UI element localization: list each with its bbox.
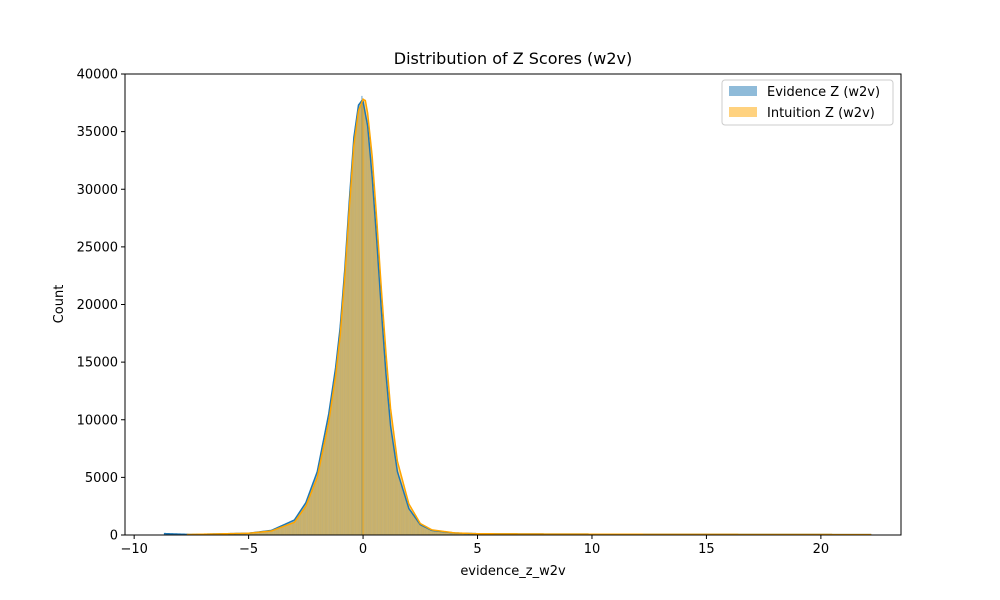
histogram-bar: [365, 104, 366, 535]
x-tick-label: 0: [359, 542, 367, 557]
histogram-bar: [294, 522, 295, 535]
histogram-bar: [305, 507, 306, 535]
histogram-bar: [309, 496, 310, 535]
x-tick-label: 15: [698, 542, 715, 557]
legend-swatch-evidence: [729, 86, 757, 96]
histogram-bar: [341, 321, 342, 535]
histogram-bar: [378, 245, 379, 535]
histogram-bar: [335, 374, 336, 535]
histogram-bar: [331, 402, 332, 535]
histogram-bar: [343, 287, 344, 535]
histogram-bar: [364, 100, 365, 535]
y-tick-label: 10000: [77, 413, 118, 428]
x-tick-label: 10: [584, 542, 601, 557]
legend-label-intuition: Intuition Z (w2v): [767, 106, 875, 121]
chart-title: Distribution of Z Scores (w2v): [394, 49, 632, 68]
histogram-bar: [360, 106, 361, 535]
histogram-bar: [316, 479, 317, 535]
histogram-bar: [369, 137, 370, 535]
y-tick-label: 35000: [77, 125, 118, 140]
histogram-bar: [324, 441, 325, 535]
histogram-bar: [279, 528, 280, 535]
legend-label-evidence: Evidence Z (w2v): [767, 85, 880, 100]
histogram-bar: [372, 166, 373, 535]
y-axis-label: Count: [52, 285, 67, 324]
histogram-bar: [339, 338, 340, 535]
histogram-bar: [302, 510, 303, 535]
histogram-bar: [345, 268, 346, 535]
histogram-bar: [367, 112, 368, 535]
histogram-bar: [320, 461, 321, 535]
histogram-bar: [371, 150, 372, 535]
histogram-bar: [301, 512, 302, 535]
histogram-bar: [286, 525, 287, 535]
histogram-bar: [310, 493, 311, 535]
histogram-bar: [332, 393, 333, 535]
y-tick-label: 40000: [77, 68, 118, 83]
histogram-bar: [348, 226, 349, 535]
histogram-bar: [334, 384, 335, 535]
histogram-bar: [330, 411, 331, 535]
histogram-bar: [306, 503, 307, 535]
histogram-bar: [374, 186, 375, 536]
histogram-bar: [282, 527, 283, 535]
histogram-bar: [358, 109, 359, 535]
histogram-bar: [327, 428, 328, 535]
histogram-bar: [298, 516, 299, 535]
histogram-bar: [304, 508, 305, 535]
histogram-bar: [280, 527, 281, 535]
histogram-bar: [288, 524, 289, 535]
y-tick-label: 20000: [77, 298, 118, 313]
histogram-bar: [283, 526, 284, 535]
histogram-bar: [290, 524, 291, 535]
histogram-bar: [326, 434, 327, 535]
legend-swatch-intuition: [729, 107, 757, 117]
histogram-peak-bar: [362, 98, 363, 535]
x-tick-label: 5: [473, 542, 481, 557]
legend: Evidence Z (w2v) Intuition Z (w2v): [722, 80, 893, 125]
histogram-bar: [315, 483, 316, 535]
histogram-bar: [376, 224, 377, 535]
histogram-bar: [379, 265, 380, 535]
histogram-bar: [323, 448, 324, 536]
histogram-bar: [287, 525, 288, 535]
x-axis-label: evidence_z_w2v: [460, 564, 566, 579]
histogram-bar: [353, 149, 354, 535]
histogram-bar: [349, 206, 350, 535]
histogram-bar: [357, 116, 358, 535]
histogram-bar: [368, 124, 369, 535]
histogram-bar: [321, 454, 322, 535]
y-tick-label: 5000: [85, 471, 118, 486]
histogram-bar: [354, 137, 355, 535]
histogram-bar: [284, 526, 285, 535]
histogram-bar: [317, 474, 318, 535]
histogram-bar: [312, 489, 313, 535]
histogram-bar: [352, 168, 353, 535]
y-tick-label: 0: [110, 529, 118, 544]
histogram-bar: [328, 421, 329, 535]
y-tick-label: 30000: [77, 183, 118, 198]
histogram-bar: [293, 523, 294, 535]
y-tick-label: 15000: [77, 356, 118, 371]
x-tick-label: −10: [120, 542, 147, 557]
histogram-bar: [319, 467, 320, 535]
histogram-bar: [375, 205, 376, 535]
histogram-bar: [350, 187, 351, 535]
histogram-bar: [338, 350, 339, 535]
histogram-bar: [299, 514, 300, 535]
histogram-bar: [337, 362, 338, 535]
histogram-bar: [291, 523, 292, 535]
histogram-bar: [295, 520, 296, 535]
y-tick-label: 25000: [77, 240, 118, 255]
x-tick-label: −5: [239, 542, 258, 557]
histogram-bar: [297, 518, 298, 535]
histogram-bar: [313, 486, 314, 535]
histogram-bar: [308, 500, 309, 535]
histogram-bar: [342, 304, 343, 535]
histogram-bar: [346, 247, 347, 535]
histogram-bar: [356, 126, 357, 535]
x-tick-label: 20: [813, 542, 830, 557]
